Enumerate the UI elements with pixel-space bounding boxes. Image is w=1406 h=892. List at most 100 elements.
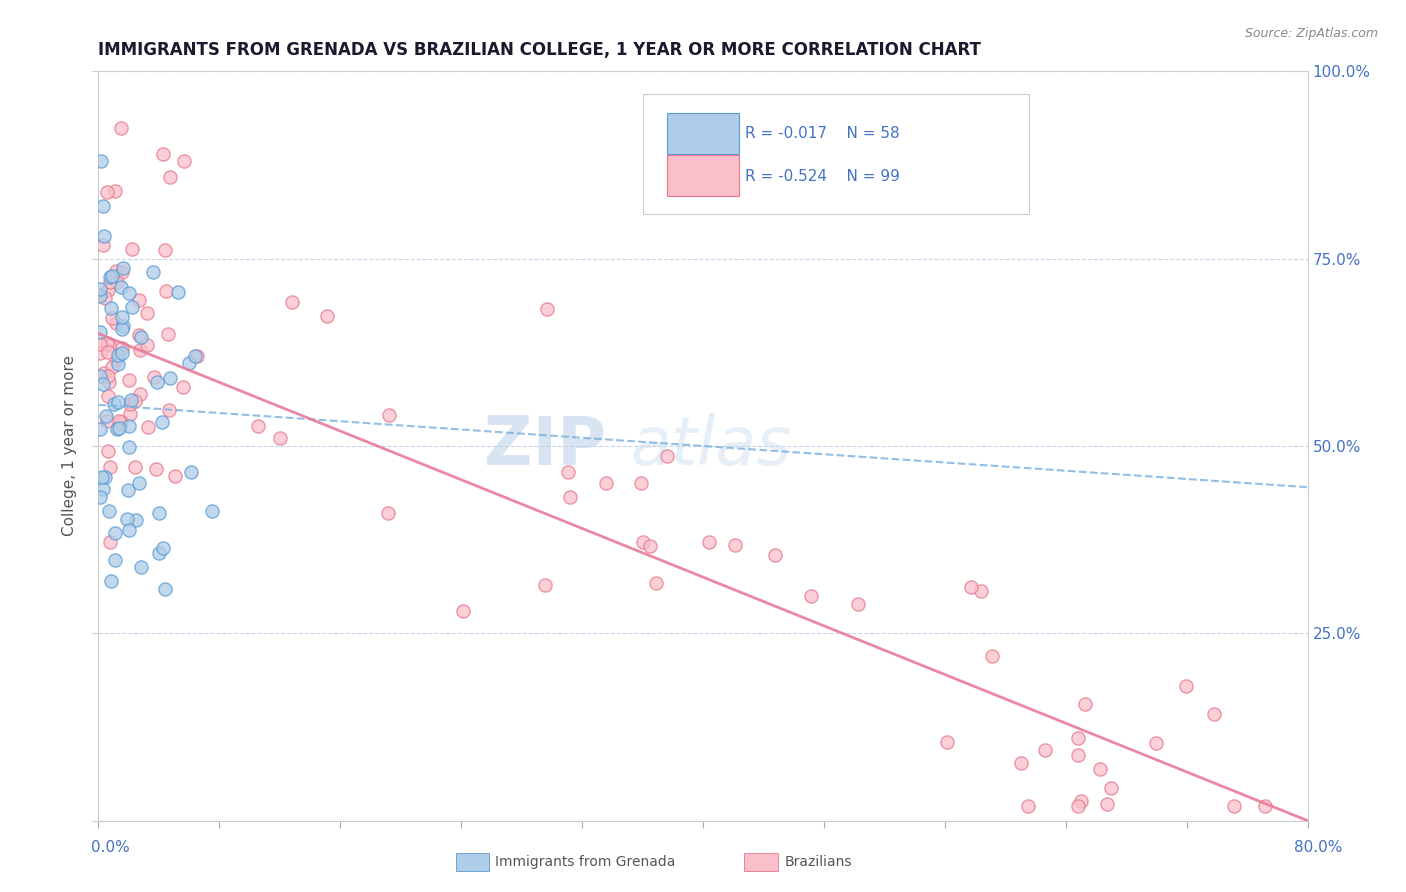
- Point: [93, 229, 115, 244]
- Point: [269, 431, 291, 445]
- Point: [96, 185, 118, 199]
- Point: [155, 582, 177, 596]
- Point: [97, 388, 120, 402]
- Point: [186, 350, 208, 364]
- Point: [107, 348, 129, 362]
- FancyBboxPatch shape: [666, 155, 740, 196]
- Point: [172, 380, 194, 394]
- Point: [111, 341, 134, 355]
- Point: [93, 366, 115, 380]
- Point: [1202, 706, 1225, 721]
- Point: [165, 469, 187, 483]
- Point: [111, 346, 134, 360]
- Point: [173, 154, 195, 169]
- FancyBboxPatch shape: [643, 94, 1029, 214]
- Point: [104, 352, 127, 367]
- Point: [121, 300, 143, 314]
- Point: [120, 407, 142, 421]
- Text: atlas: atlas: [630, 413, 792, 479]
- Point: [148, 546, 170, 560]
- Point: [97, 444, 120, 458]
- Point: [155, 284, 177, 298]
- Point: [110, 415, 132, 429]
- Text: 0.0%: 0.0%: [91, 840, 131, 855]
- Point: [105, 317, 128, 331]
- Point: [558, 490, 581, 504]
- Point: [89, 346, 111, 360]
- Point: [108, 421, 131, 435]
- Point: [93, 291, 115, 305]
- Point: [100, 574, 122, 589]
- Point: [91, 238, 114, 252]
- Point: [128, 327, 150, 342]
- Point: [90, 469, 112, 483]
- Point: [184, 349, 207, 363]
- Text: IMMIGRANTS FROM GRENADA VS BRAZILIAN COLLEGE, 1 YEAR OR MORE CORRELATION CHART: IMMIGRANTS FROM GRENADA VS BRAZILIAN COL…: [98, 41, 981, 59]
- Point: [451, 604, 474, 618]
- Point: [104, 185, 127, 199]
- Point: [96, 414, 118, 428]
- Point: [94, 409, 117, 423]
- Point: [104, 525, 127, 540]
- Point: [145, 461, 167, 475]
- Point: [129, 343, 152, 357]
- Point: [1223, 798, 1246, 813]
- Point: [98, 375, 121, 389]
- Point: [159, 370, 181, 384]
- Point: [97, 504, 120, 518]
- Point: [111, 310, 134, 325]
- Point: [89, 337, 111, 351]
- Point: [91, 199, 114, 213]
- Point: [104, 552, 127, 566]
- Text: Source: ZipAtlas.com: Source: ZipAtlas.com: [1244, 27, 1378, 40]
- Point: [124, 393, 146, 408]
- Point: [150, 415, 173, 429]
- Point: [98, 534, 121, 549]
- Point: [97, 345, 120, 359]
- Point: [118, 397, 141, 411]
- Point: [101, 310, 124, 325]
- Point: [143, 369, 166, 384]
- Point: [94, 470, 117, 484]
- Point: [1097, 797, 1119, 811]
- Point: [136, 306, 159, 320]
- Point: [89, 490, 111, 504]
- Point: [1144, 736, 1167, 750]
- Point: [644, 576, 666, 591]
- Point: [118, 373, 141, 387]
- Point: [118, 286, 141, 301]
- Point: [100, 459, 122, 474]
- Point: [1254, 798, 1277, 813]
- Point: [89, 422, 111, 436]
- Point: [112, 319, 135, 334]
- Point: [89, 288, 111, 302]
- Point: [1033, 742, 1056, 756]
- Point: [800, 589, 823, 603]
- Point: [97, 369, 120, 384]
- Point: [108, 416, 131, 430]
- Point: [1174, 679, 1197, 693]
- FancyBboxPatch shape: [666, 112, 740, 153]
- Point: [107, 395, 129, 409]
- Point: [595, 476, 617, 491]
- Point: [638, 539, 661, 553]
- Point: [1099, 781, 1122, 796]
- Point: [111, 265, 134, 279]
- Point: [105, 422, 128, 436]
- Point: [112, 260, 135, 275]
- Point: [980, 649, 1002, 664]
- Text: R = -0.017    N = 58: R = -0.017 N = 58: [745, 126, 900, 141]
- Point: [846, 597, 869, 611]
- Point: [117, 523, 139, 537]
- Text: Immigrants from Grenada: Immigrants from Grenada: [495, 855, 675, 869]
- Point: [117, 419, 139, 434]
- Point: [115, 512, 138, 526]
- Point: [146, 375, 169, 389]
- Point: [1017, 798, 1039, 813]
- Point: [631, 534, 654, 549]
- Point: [89, 369, 111, 384]
- Point: [89, 325, 111, 339]
- Point: [129, 329, 152, 343]
- Point: [91, 483, 114, 497]
- Point: [655, 449, 678, 463]
